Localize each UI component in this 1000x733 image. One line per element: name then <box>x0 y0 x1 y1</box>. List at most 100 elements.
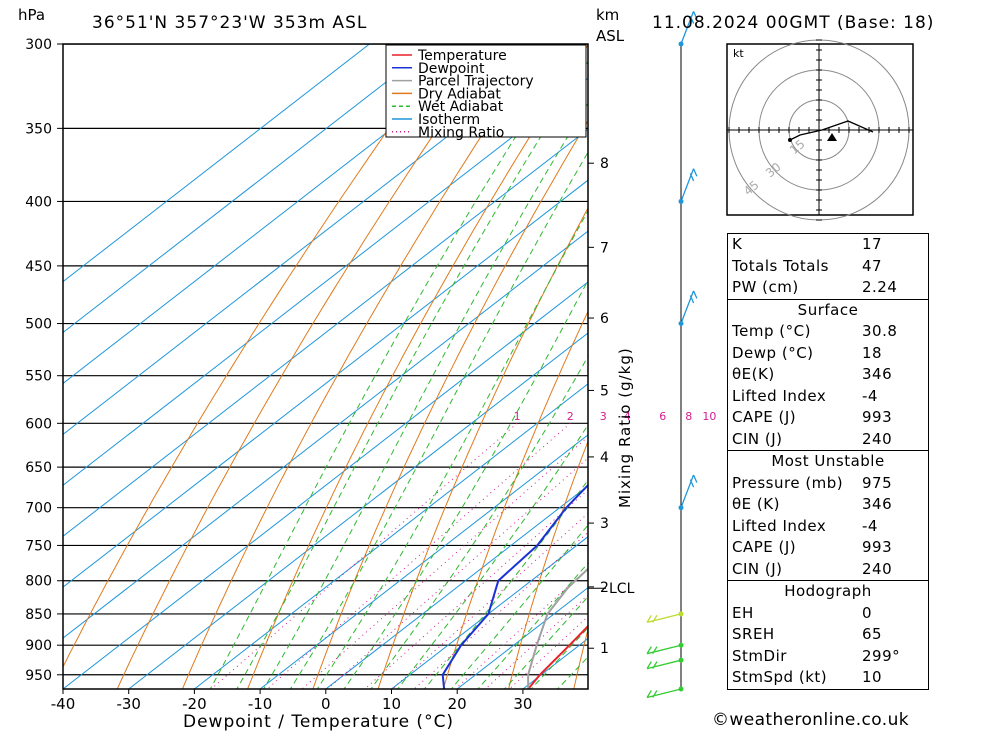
pressure-tick-label: 300 <box>25 37 52 53</box>
index-label: StmDir <box>732 646 787 665</box>
mu-row: CIN (J) 240 <box>728 559 928 581</box>
mixing-ratio-tick-label: 8 <box>685 410 692 423</box>
pressure-tick-label: 500 <box>25 317 52 333</box>
mixing-ratio-tick-label: 1 <box>514 410 521 423</box>
mu-row: θE (K) 346 <box>728 494 928 516</box>
index-value: 993 <box>862 408 893 426</box>
dry-adiabat-line <box>442 310 588 689</box>
hodograph-header: Hodograph <box>728 580 928 603</box>
wind-barb <box>646 688 682 699</box>
mixing-ratio-tick-label: 2 <box>567 410 574 423</box>
dry-adiabat-line <box>312 120 588 689</box>
hodo-row: EH 0 <box>728 603 928 625</box>
index-value: 65 <box>862 625 883 643</box>
isotherm-line <box>325 485 588 689</box>
wet-adiabat-line <box>343 279 588 689</box>
pressure-tick-label: 950 <box>25 668 52 684</box>
wet-adiabat-line <box>370 355 588 689</box>
isotherm-line <box>63 179 588 588</box>
index-label: θE (K) <box>732 495 780 513</box>
index-value: 2.24 <box>862 278 898 296</box>
wet-adiabat-line <box>289 151 588 689</box>
surface-row: Lifted Index -4 <box>728 386 928 408</box>
mu-row: CAPE (J) 993 <box>728 537 928 559</box>
km-tick-label: 3 <box>600 516 609 532</box>
index-label: CIN (J) <box>732 429 783 448</box>
index-value: 299° <box>862 646 901 665</box>
mixing-ratio-line <box>454 567 588 689</box>
temp-tick-label: 20 <box>448 695 467 713</box>
wet-adiabat-line <box>236 60 588 689</box>
watermark[interactable]: ©weatheronline.co.uk <box>712 710 910 730</box>
mixing-ratio-line <box>391 512 588 689</box>
km-tick-label: 1 <box>600 641 609 657</box>
temp-tick-label: -30 <box>116 695 141 713</box>
temp-tick-label: 30 <box>513 695 532 713</box>
wind-barb <box>646 659 682 670</box>
legend-label: Dewpoint <box>418 61 485 77</box>
km-tick-label: 7 <box>600 240 609 256</box>
legend-label: Isotherm <box>418 112 480 128</box>
storm-motion-marker <box>827 133 837 141</box>
index-label: Dewp (°C) <box>732 343 814 362</box>
isotherm-line <box>63 44 502 385</box>
hodograph-trace <box>789 120 874 141</box>
dry-adiabat-line <box>508 439 588 689</box>
legend-box <box>385 44 587 138</box>
index-label: PW (cm) <box>732 278 799 296</box>
index-label: CAPE (J) <box>732 408 797 426</box>
dry-adiabat-line <box>116 44 496 689</box>
mu-row: Pressure (mb) 975 <box>728 473 928 495</box>
lcl-label: LCL <box>609 581 635 597</box>
index-value: 30.8 <box>862 322 898 340</box>
hodo-row: StmDir 299° <box>728 646 928 668</box>
location-title: 36°51'N 357°23'W 353m ASL <box>92 13 367 33</box>
parcel-trajectory-line <box>527 567 588 689</box>
index-value: 10 <box>862 668 883 686</box>
pressure-tick-label: 400 <box>25 194 52 210</box>
dry-adiabat-line <box>63 44 450 668</box>
wind-barb <box>680 474 698 508</box>
index-value: -4 <box>862 516 878 535</box>
legend-label: Mixing Ratio <box>418 125 504 141</box>
dry-adiabat-line <box>247 44 588 689</box>
temp-tick-label: 10 <box>382 695 401 713</box>
pressure-tick-label: 700 <box>25 501 52 517</box>
dry-adiabat-line <box>965 44 1000 692</box>
km-tick-label: 8 <box>600 156 609 172</box>
isotherm-line <box>63 44 567 435</box>
index-label: θE(K) <box>732 365 775 383</box>
mixing-ratio-tick-label: 10 <box>702 410 716 423</box>
mixing-ratio-tick-label: 4 <box>624 410 631 423</box>
index-label: Totals Totals <box>732 256 829 275</box>
wind-barb <box>646 644 682 655</box>
isotherm-line <box>259 434 588 689</box>
dry-adiabat-line <box>181 44 543 689</box>
km-tick-label: 5 <box>600 383 609 399</box>
isotherm-line <box>194 383 588 689</box>
hpa-unit: hPa <box>18 6 45 24</box>
index-label: K <box>732 235 743 253</box>
index-value: 240 <box>862 429 893 448</box>
index-value: -4 <box>862 386 878 405</box>
index-value: 975 <box>862 473 893 492</box>
wind-barb <box>680 290 698 324</box>
most-unstable-header: Most Unstable <box>728 450 928 473</box>
wind-barb <box>646 613 682 624</box>
mixing-ratio-line <box>326 457 588 689</box>
surface-row: CIN (J) 240 <box>728 429 928 451</box>
index-value: 0 <box>862 603 873 622</box>
wind-barb <box>680 168 698 202</box>
indices-top-box: K 17 Totals Totals 47 PW (cm) 2.24 Surface … <box>727 233 929 690</box>
km-tick-label: 4 <box>600 450 609 466</box>
wet-adiabat-line <box>209 44 576 689</box>
dewpoint-line <box>441 483 588 689</box>
isotherm-line <box>63 77 588 486</box>
pressure-tick-label: 600 <box>25 416 52 432</box>
index-value: 47 <box>862 256 883 275</box>
temp-tick-label: -10 <box>248 695 273 713</box>
index-value: 18 <box>862 343 883 362</box>
index-label: SREH <box>732 625 775 643</box>
